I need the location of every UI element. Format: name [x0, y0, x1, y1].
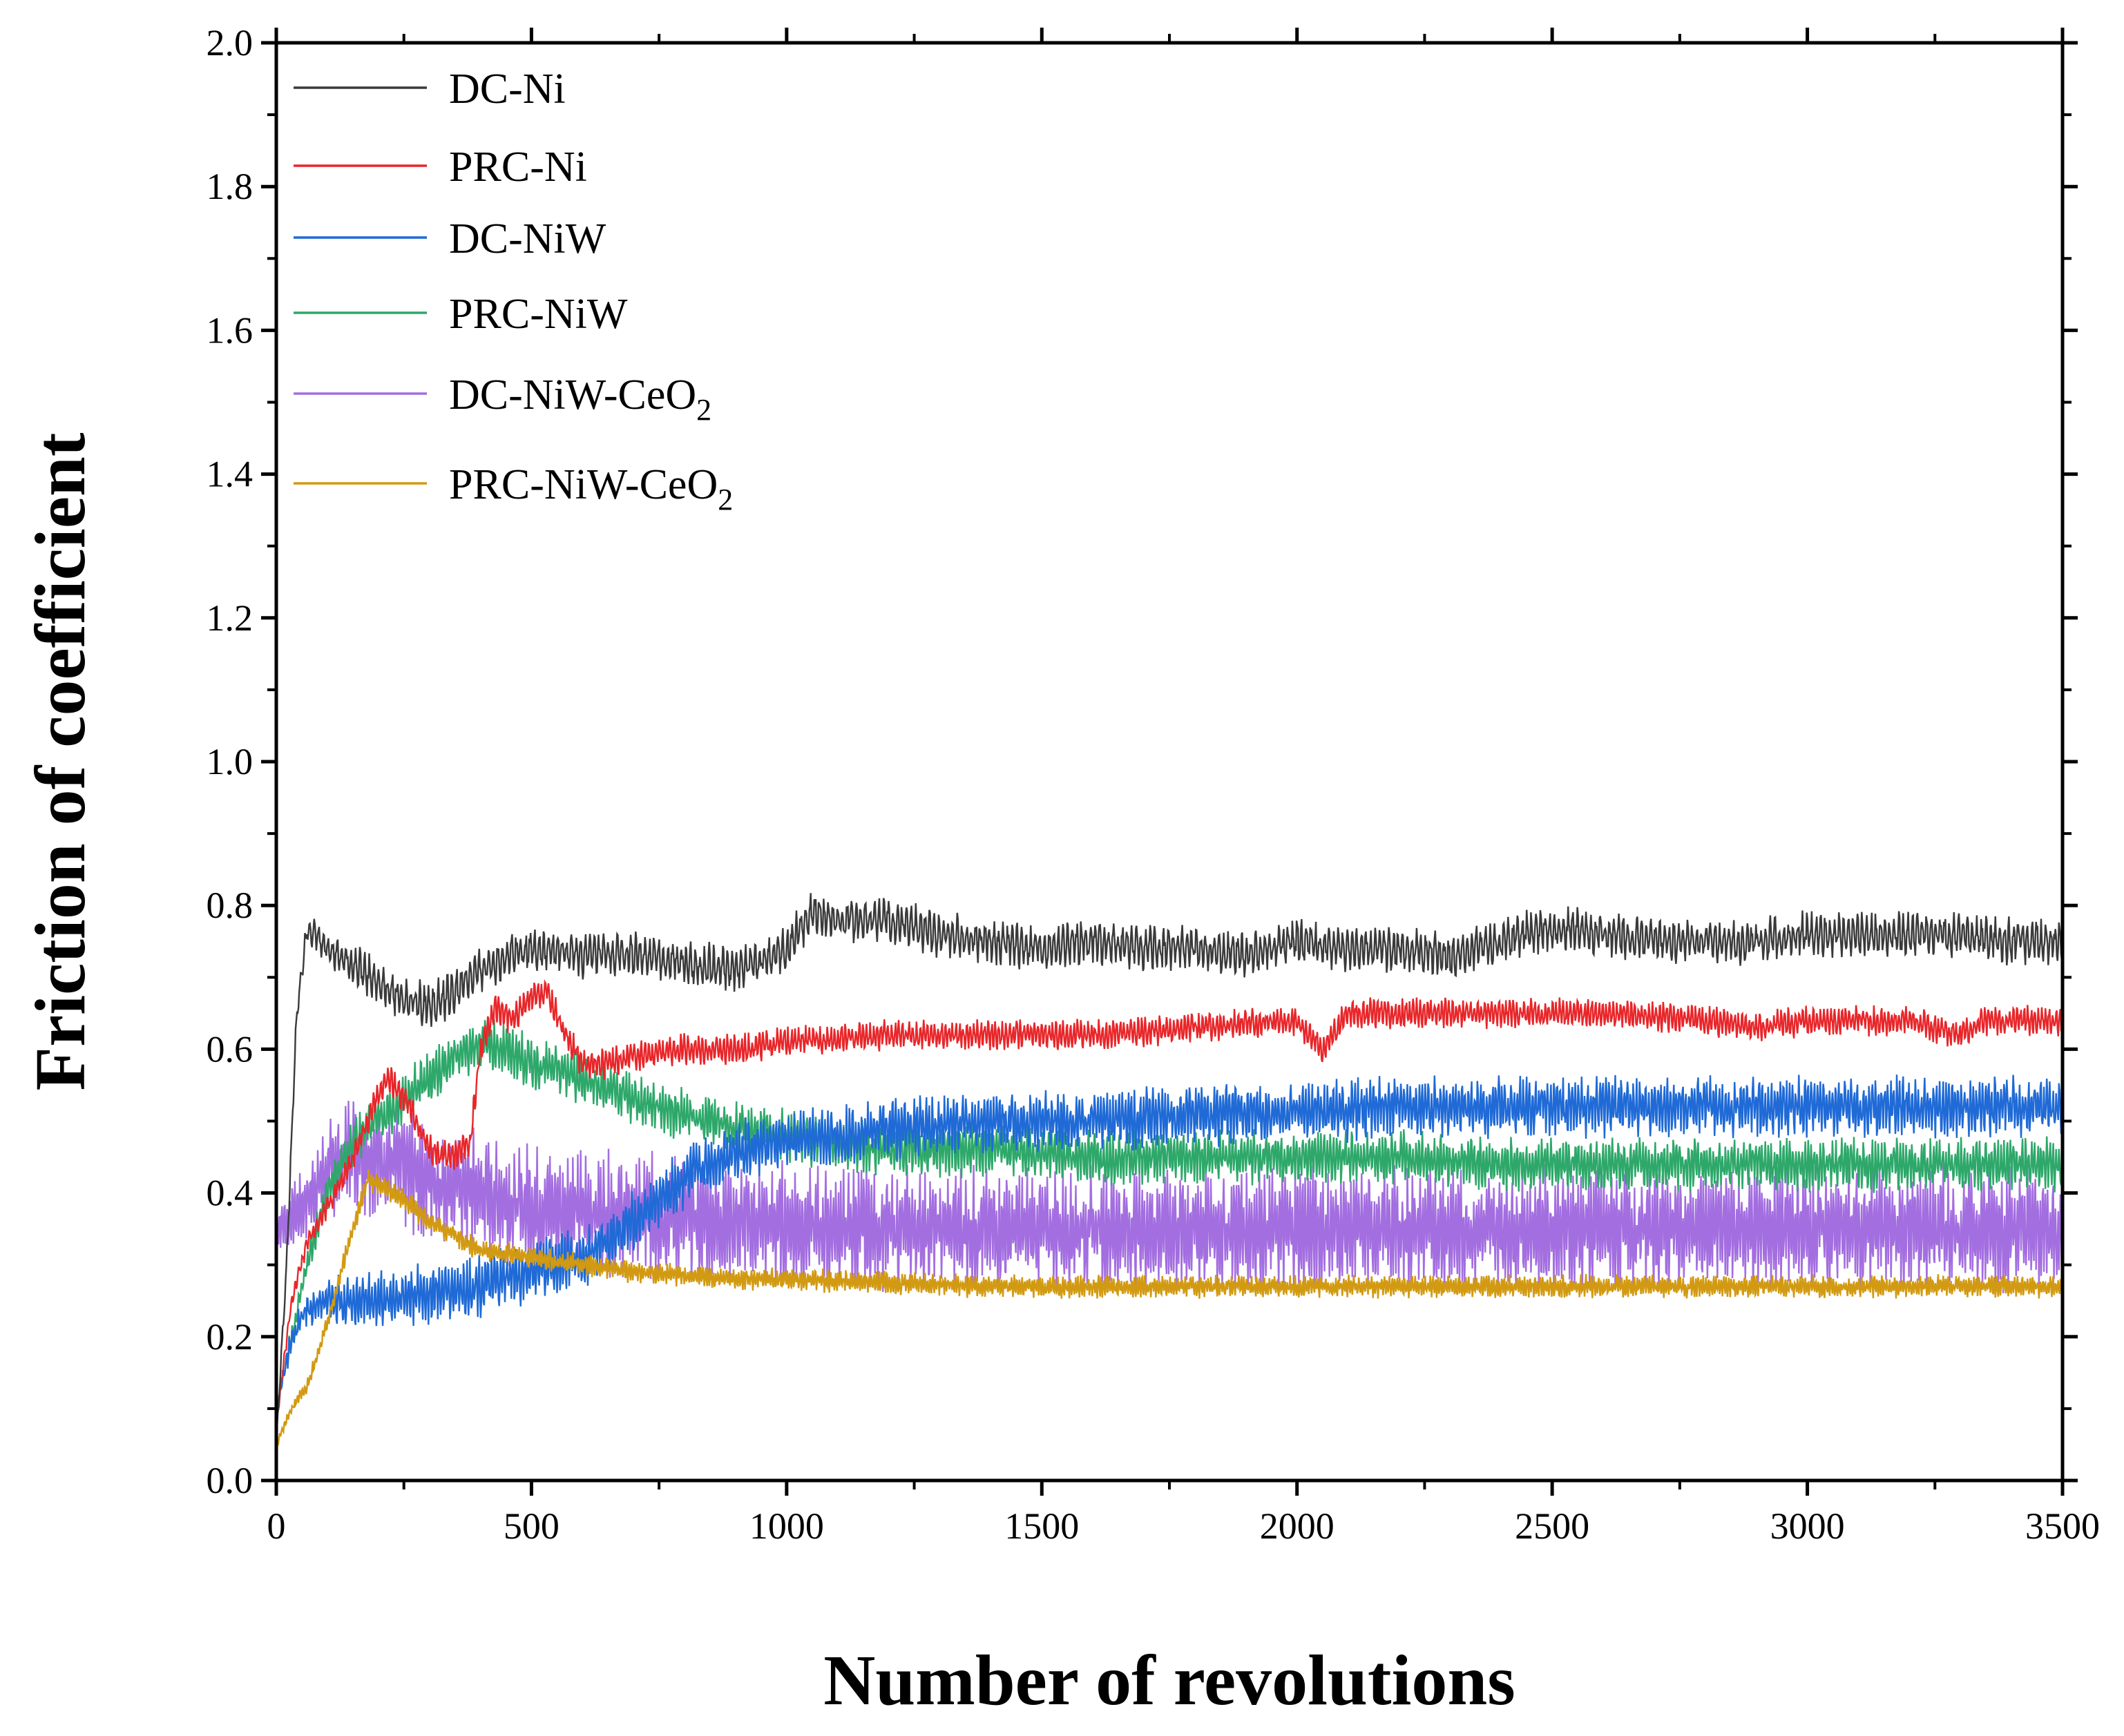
x-tick-label: 2500: [1515, 1505, 1589, 1547]
x-tick-label: 2000: [1260, 1505, 1334, 1547]
y-tick-label: 1.8: [207, 166, 253, 207]
x-tick-label: 1000: [749, 1505, 824, 1547]
legend: DC-Ni PRC-Ni DC-NiW PRC-NiW DC-NiW-CeO2 PRC-N…: [294, 66, 733, 517]
x-tick-label: 500: [504, 1505, 559, 1547]
y-tick-label: 1.6: [207, 309, 253, 351]
y-tick-label: 0.2: [207, 1316, 253, 1358]
series-line-prc-niw: [275, 1018, 2063, 1409]
y-tick-label: 1.4: [207, 454, 253, 495]
x-axis-title: Number of revolutions: [823, 1641, 1515, 1720]
y-tick-label: 1.0: [207, 741, 253, 782]
tick-layer: 0 500 1000 1500 2000 2500 3000 3500 0.0 0.2 0.4 0.6…: [207, 22, 2101, 1547]
series-line-dc-niw-ceo: [275, 1101, 2063, 1294]
legend-label-prc-ni: PRC-Ni: [449, 144, 587, 191]
legend-label-prc-niw: PRC-NiW: [449, 291, 628, 338]
x-tick-label: 3500: [2025, 1505, 2100, 1547]
y-tick-label: 0.4: [207, 1173, 253, 1214]
legend-subscript: 2: [696, 393, 711, 427]
series-line-prc-ni: [275, 979, 2063, 1422]
y-tick-label: 2.0: [207, 22, 253, 64]
x-tick-label: 3000: [1770, 1505, 1845, 1547]
x-tick-label: 1500: [1004, 1505, 1079, 1547]
series-line-dc-ni: [275, 893, 2063, 1445]
y-axis-title: Friction of coefficient: [21, 432, 100, 1090]
legend-label-dc-niw: DC-NiW: [449, 215, 606, 262]
legend-label-dc-ni: DC-Ni: [449, 66, 566, 113]
y-tick-label: 1.2: [207, 597, 253, 639]
legend-subscript: 2: [718, 483, 733, 517]
x-tick-label: 0: [267, 1505, 286, 1547]
series-layer: [275, 893, 2063, 1447]
y-tick-label: 0.8: [207, 885, 253, 926]
legend-label-dc-niw-ceo: DC-NiW-CeO2: [449, 372, 711, 427]
legend-label-prc-niw-ceo: PRC-NiW-CeO2: [449, 461, 733, 517]
y-tick-label: 0.6: [207, 1028, 253, 1070]
series-line-prc-niw-ceo: [275, 1168, 2063, 1447]
y-tick-label: 0.0: [207, 1460, 253, 1501]
